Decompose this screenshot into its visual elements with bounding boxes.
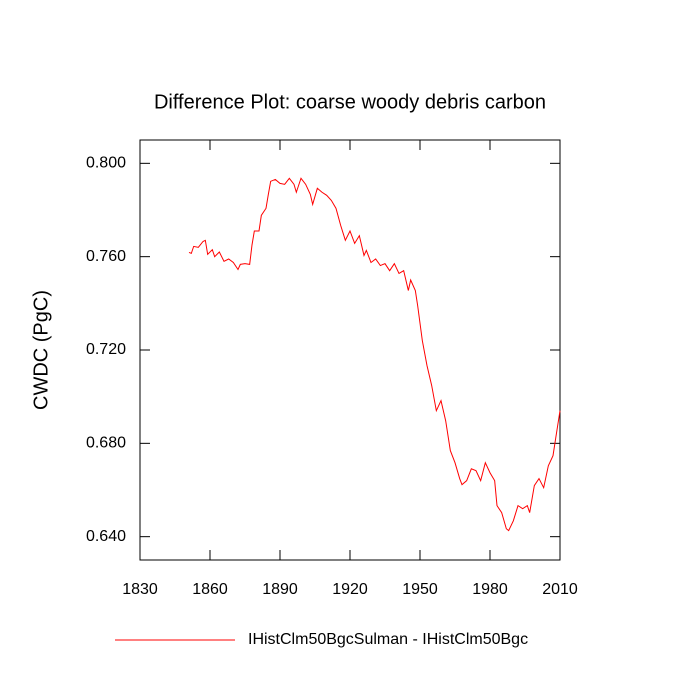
x-tick-label: 1860	[192, 581, 228, 598]
plot-frame	[139, 139, 561, 561]
x-tick-label: 1830	[122, 581, 158, 598]
chart-title: Difference Plot: coarse woody debris car…	[154, 91, 546, 113]
y-tick-label: 0.640	[86, 528, 126, 545]
y-tick-label: 0.720	[86, 341, 126, 358]
x-tick-label: 1920	[332, 581, 368, 598]
x-tick-label: 2010	[542, 581, 578, 598]
x-tick-label: 1890	[262, 581, 298, 598]
y-tick-label: 0.680	[86, 435, 126, 452]
y-tick-label: 0.760	[86, 248, 126, 265]
legend-label: IHistClm50BgcSulman - IHistClm50Bgc	[248, 631, 528, 648]
y-axis-label: CWDC (PgC)	[30, 290, 52, 410]
data-line	[188, 177, 561, 532]
x-tick-label: 1950	[402, 581, 438, 598]
x-tick-label: 1980	[472, 581, 508, 598]
y-tick-label: 0.800	[86, 155, 126, 172]
